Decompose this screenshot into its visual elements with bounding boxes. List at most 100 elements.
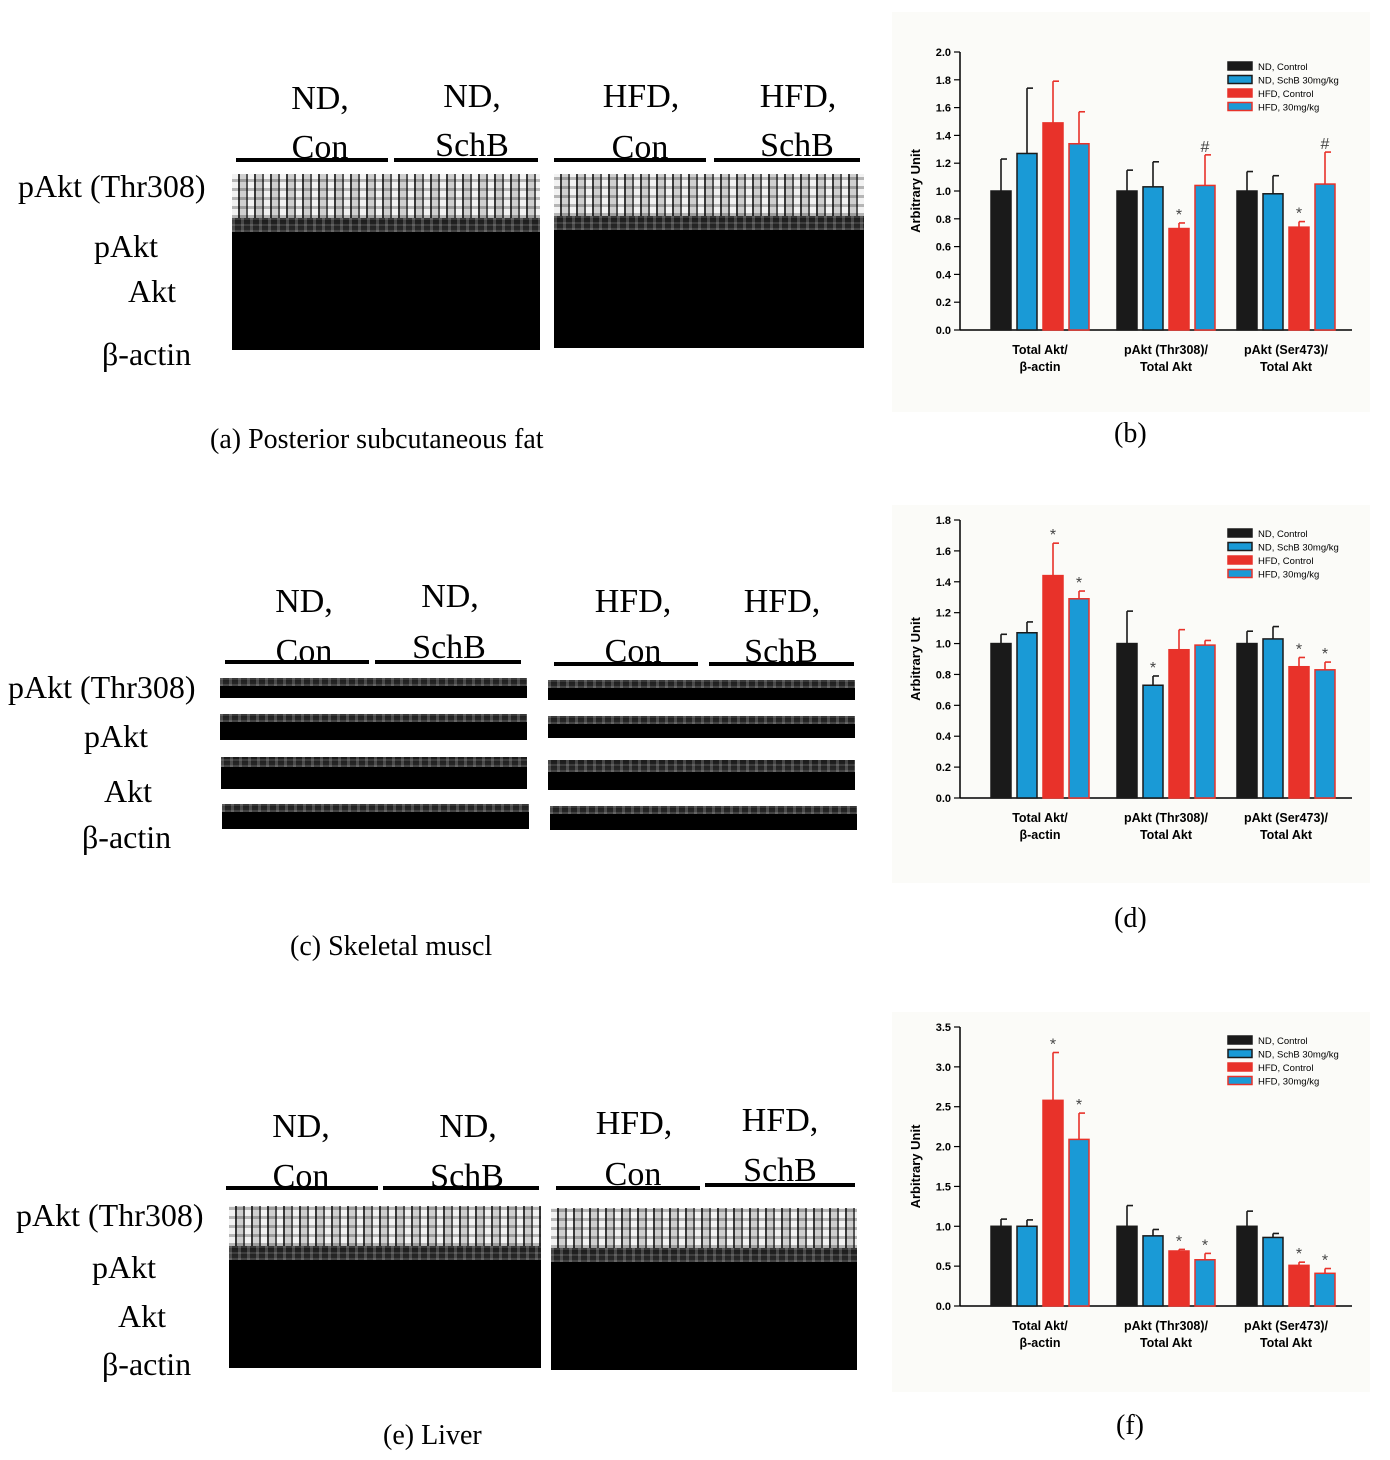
legend-swatch xyxy=(1227,1048,1253,1059)
y-tick-label: 0.4 xyxy=(936,731,952,743)
x-category-label: pAkt (Ser473)/ xyxy=(1244,1319,1329,1333)
bar xyxy=(1042,574,1064,799)
y-tick-label: 0.4 xyxy=(936,269,952,281)
y-tick-label: 1.8 xyxy=(936,75,951,87)
legend-swatch xyxy=(1227,555,1253,565)
y-tick-label: 0.0 xyxy=(936,793,951,805)
bar xyxy=(1142,684,1164,799)
x-category-label: pAkt (Thr308)/ xyxy=(1124,1319,1209,1333)
significance-mark: # xyxy=(1321,136,1330,153)
y-tick-label: 1.4 xyxy=(936,577,952,589)
legend-label: HFD, 30mg/kg xyxy=(1258,1077,1319,1088)
chart-caption-b: (b) xyxy=(1114,418,1147,449)
group-underline xyxy=(705,1183,855,1187)
legend-label: ND, Control xyxy=(1258,62,1308,73)
western-blot-image xyxy=(554,230,864,348)
western-blot-image xyxy=(229,1206,541,1246)
significance-mark: * xyxy=(1150,660,1156,677)
bar xyxy=(1116,190,1138,331)
row-label-akt: Akt xyxy=(118,1298,166,1334)
significance-mark: * xyxy=(1050,527,1056,544)
bar xyxy=(1194,644,1216,799)
significance-mark: * xyxy=(1322,646,1328,663)
western-blot-image xyxy=(551,1262,857,1370)
group-underline xyxy=(714,158,860,162)
group-label-hfd: HFD, xyxy=(759,78,837,115)
western-blot-image xyxy=(551,1208,857,1248)
western-blot-image xyxy=(548,760,855,772)
bar-chart-d: Arbitrary Unit 0.0 0.2 0.4 0.6 0.8 1.0 1.2 1.4 1.… xyxy=(908,515,1352,842)
western-blot-image xyxy=(229,1260,541,1368)
significance-mark: * xyxy=(1296,1246,1302,1263)
y-tick-label: 1.0 xyxy=(936,639,951,651)
western-blot-image xyxy=(232,232,540,350)
bar xyxy=(1016,1225,1038,1307)
western-blot-image xyxy=(221,757,527,767)
western-blot-image xyxy=(220,714,527,722)
group-label-hfd: HFD, xyxy=(741,1102,819,1139)
bar xyxy=(1262,1236,1284,1307)
y-tick-label: 1.2 xyxy=(936,158,951,170)
significance-mark: * xyxy=(1296,206,1302,223)
row-label-beta-actin: β-actin xyxy=(102,1346,192,1382)
legend-label: ND, SchB 30mg/kg xyxy=(1258,543,1339,554)
group-label-schb: SchB xyxy=(412,629,486,666)
group-label-nd: ND, xyxy=(272,1108,330,1145)
significance-mark: * xyxy=(1202,1237,1208,1254)
group-underline xyxy=(383,1186,539,1190)
bar xyxy=(1042,1099,1064,1307)
y-tick-label: 0.2 xyxy=(936,297,951,309)
x-category-label: pAkt (Ser473)/ xyxy=(1244,811,1329,825)
y-tick-label: 1.8 xyxy=(936,515,951,527)
y-tick-label: 1.6 xyxy=(936,103,951,115)
y-tick-label: 0.0 xyxy=(936,1301,951,1313)
bar-chart-f-panel: Arbitrary Unit 0.0 0.5 1.0 1.5 2.0 2.5 3.0 3.5 * *… xyxy=(892,1012,1370,1392)
bar xyxy=(1068,142,1090,331)
bar xyxy=(1236,1225,1258,1307)
western-blot-image xyxy=(548,724,855,738)
western-blot-image xyxy=(550,806,857,814)
significance-mark: * xyxy=(1076,1097,1082,1114)
group-label-con: Con xyxy=(604,1156,662,1193)
significance-mark: # xyxy=(1201,139,1210,156)
group-label-nd: ND, xyxy=(439,1108,497,1145)
western-blot-image xyxy=(220,686,527,698)
group-label-hfd: HFD, xyxy=(602,78,680,115)
significance-mark: * xyxy=(1176,207,1182,224)
y-tick-label: 0.2 xyxy=(936,762,951,774)
western-blot-image xyxy=(551,1248,857,1262)
y-tick-label: 1.2 xyxy=(936,608,951,620)
western-blot-image xyxy=(548,772,855,790)
x-category-label: Total Akt/ xyxy=(1012,811,1068,825)
x-category-label: Total Akt xyxy=(1140,360,1193,374)
significance-mark: * xyxy=(1322,1253,1328,1270)
y-tick-label: 0.6 xyxy=(936,242,951,254)
bar xyxy=(1068,598,1090,799)
group-label-nd: ND, xyxy=(443,78,501,115)
bar xyxy=(1016,631,1038,799)
row-label-beta-actin: β-actin xyxy=(82,819,172,855)
y-tick-label: 1.4 xyxy=(936,130,952,142)
row-label-pakt-thr308: pAkt (Thr308) xyxy=(8,669,196,705)
bar xyxy=(1288,226,1310,331)
bar xyxy=(1168,648,1190,799)
y-tick-label: 3.0 xyxy=(936,1062,951,1074)
legend-swatch xyxy=(1227,541,1253,552)
x-category-label: pAkt (Thr308)/ xyxy=(1124,343,1209,357)
x-category-label: Total Akt/ xyxy=(1012,343,1068,357)
western-blot-image xyxy=(232,218,540,232)
chart-caption-f: (f) xyxy=(1116,1410,1144,1441)
group-label-nd: ND, xyxy=(421,578,479,615)
group-underline xyxy=(236,158,388,162)
panel-caption: (e) Liver xyxy=(383,1420,482,1451)
bar-chart-d-panel: Arbitrary Unit 0.0 0.2 0.4 0.6 0.8 1.0 1.2 1.4 1.… xyxy=(892,505,1370,883)
bar-chart-b-panel: Arbitrary Unit 0.0 0.2 0.4 0.6 0.8 1.0 1.2 1.4 1.… xyxy=(892,12,1370,412)
group-label-schb: SchB xyxy=(743,1152,817,1189)
group-underline xyxy=(554,158,706,162)
legend-swatch xyxy=(1227,101,1253,112)
y-tick-label: 2.0 xyxy=(936,47,951,59)
significance-mark: * xyxy=(1296,641,1302,658)
x-category-label: pAkt (Ser473)/ xyxy=(1244,343,1329,357)
y-axis-title: Arbitrary Unit xyxy=(908,1124,923,1208)
western-blot-image xyxy=(548,680,855,688)
